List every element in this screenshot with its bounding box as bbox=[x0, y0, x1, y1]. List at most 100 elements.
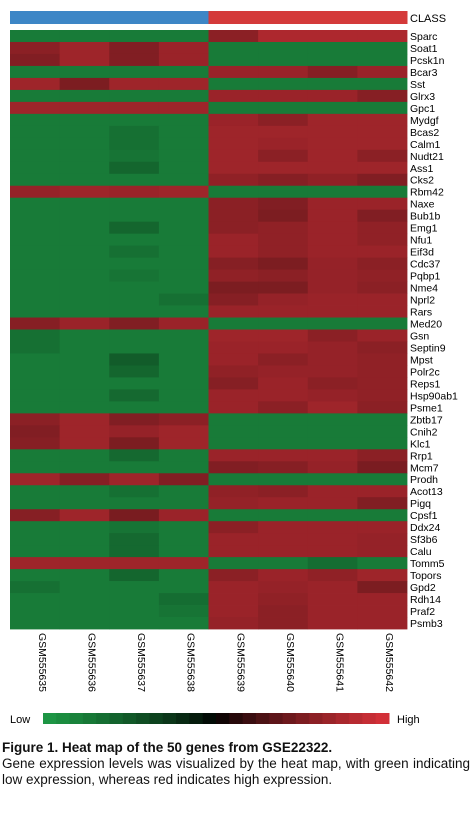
color-key-swatch bbox=[136, 713, 150, 724]
heatmap-cell bbox=[158, 401, 209, 414]
color-key-swatch bbox=[349, 713, 363, 724]
heatmap-cell bbox=[258, 605, 309, 618]
heatmap-cell bbox=[158, 437, 209, 450]
gene-label: Cpsf1 bbox=[410, 510, 438, 522]
caption-title: Figure 1. Heat map of the 50 genes from … bbox=[2, 740, 333, 755]
heatmap-cell bbox=[208, 353, 259, 366]
heatmap-cell bbox=[258, 197, 309, 211]
heatmap-cell bbox=[158, 593, 209, 606]
heatmap-cell bbox=[109, 305, 160, 318]
heatmap-cell bbox=[307, 569, 358, 582]
heatmap-cell bbox=[357, 185, 408, 199]
heatmap-cell bbox=[357, 101, 408, 115]
heatmap-cell bbox=[59, 437, 110, 450]
heatmap-cell bbox=[357, 341, 408, 354]
heatmap-cell bbox=[208, 281, 259, 294]
heatmap-cell bbox=[59, 317, 110, 330]
heatmap-cell bbox=[10, 41, 61, 55]
heatmap-cell bbox=[357, 161, 408, 175]
heatmap-cell bbox=[357, 197, 408, 211]
heatmap-cell bbox=[10, 593, 61, 606]
heatmap-cell bbox=[258, 377, 309, 390]
heatmap-cell bbox=[10, 197, 61, 211]
gene-label: Tomm5 bbox=[410, 558, 445, 570]
gene-label: Nfu1 bbox=[410, 235, 432, 247]
heatmap-cell bbox=[357, 329, 408, 342]
heatmap-cell bbox=[258, 365, 309, 378]
gene-label: Sf3b6 bbox=[410, 534, 438, 546]
heatmap-cell bbox=[59, 329, 110, 342]
heatmap-cell bbox=[10, 581, 61, 594]
heatmap-cell bbox=[258, 77, 309, 91]
heatmap-cell bbox=[59, 245, 110, 259]
heatmap-cell bbox=[10, 389, 61, 402]
heatmap-cell bbox=[258, 593, 309, 606]
heatmap-cell bbox=[109, 557, 160, 570]
heatmap-cell bbox=[357, 305, 408, 318]
gene-label: Psme1 bbox=[410, 402, 443, 414]
heatmap-cell bbox=[258, 521, 309, 534]
heatmap-cell bbox=[208, 581, 259, 594]
heatmap-cell bbox=[158, 545, 209, 558]
heatmap-cell bbox=[357, 53, 408, 67]
color-key-swatch bbox=[269, 713, 284, 724]
heatmap-cell bbox=[158, 101, 209, 115]
heatmap-cell bbox=[109, 113, 160, 127]
gene-label: Ddx24 bbox=[410, 522, 441, 534]
heatmap-cell bbox=[307, 65, 358, 79]
heatmap-cell bbox=[59, 581, 110, 594]
heatmap-cell bbox=[357, 521, 408, 534]
heatmap-cell bbox=[109, 521, 160, 534]
heatmap-cell bbox=[109, 293, 160, 306]
gene-label: Sparc bbox=[410, 31, 437, 43]
heatmap-cell bbox=[307, 485, 358, 498]
heatmap-cell bbox=[307, 101, 358, 115]
heatmap-cell bbox=[357, 269, 408, 282]
heatmap-cell bbox=[59, 509, 110, 522]
heatmap-cell bbox=[208, 401, 259, 414]
color-key-swatch bbox=[202, 713, 217, 724]
color-key-swatch bbox=[149, 713, 164, 724]
heatmap-cell bbox=[158, 605, 209, 618]
heatmap-cell bbox=[109, 41, 160, 55]
heatmap-cell bbox=[59, 557, 110, 570]
heatmap-cell bbox=[208, 30, 259, 43]
gene-label: Praf2 bbox=[410, 606, 435, 618]
heatmap-cell bbox=[258, 473, 309, 486]
class-bar-cell bbox=[59, 11, 110, 24]
heatmap-cell bbox=[208, 389, 259, 402]
heatmap-cell bbox=[158, 113, 209, 127]
heatmap-cell bbox=[208, 161, 259, 175]
heatmap-cell bbox=[109, 353, 160, 366]
heatmap-cell bbox=[258, 65, 309, 79]
heatmap-cell bbox=[208, 257, 259, 270]
gene-label: Nprl2 bbox=[410, 295, 435, 307]
heatmap-cell bbox=[10, 413, 61, 426]
heatmap-cell bbox=[357, 125, 408, 139]
sample-label: GSM555635 bbox=[36, 633, 48, 692]
heatmap-cell bbox=[258, 533, 309, 546]
heatmap-cell bbox=[59, 413, 110, 426]
heatmap-cell bbox=[258, 341, 309, 354]
heatmap-cell bbox=[59, 533, 110, 546]
heatmap-cell bbox=[208, 317, 259, 330]
sample-label: GSM555641 bbox=[334, 633, 346, 692]
heatmap-cell bbox=[258, 269, 309, 282]
heatmap-cell bbox=[59, 221, 110, 235]
heatmap-cell bbox=[208, 113, 259, 127]
heatmap-cell bbox=[357, 245, 408, 259]
heatmap-cell bbox=[158, 509, 209, 522]
heatmap-cell bbox=[109, 53, 160, 67]
heatmap-cell bbox=[59, 53, 110, 67]
heatmap-cell bbox=[258, 485, 309, 498]
heatmap-cell bbox=[158, 293, 209, 306]
heatmap-cell bbox=[307, 557, 358, 570]
heatmap-cell bbox=[59, 30, 110, 43]
sample-label: GSM555640 bbox=[284, 633, 296, 692]
color-key-swatch bbox=[82, 713, 97, 724]
heatmap-cell bbox=[258, 389, 309, 402]
heatmap-cell bbox=[158, 209, 209, 223]
heatmap-cell bbox=[10, 101, 61, 115]
heatmap-cell bbox=[10, 329, 61, 342]
heatmap-cell bbox=[357, 365, 408, 378]
